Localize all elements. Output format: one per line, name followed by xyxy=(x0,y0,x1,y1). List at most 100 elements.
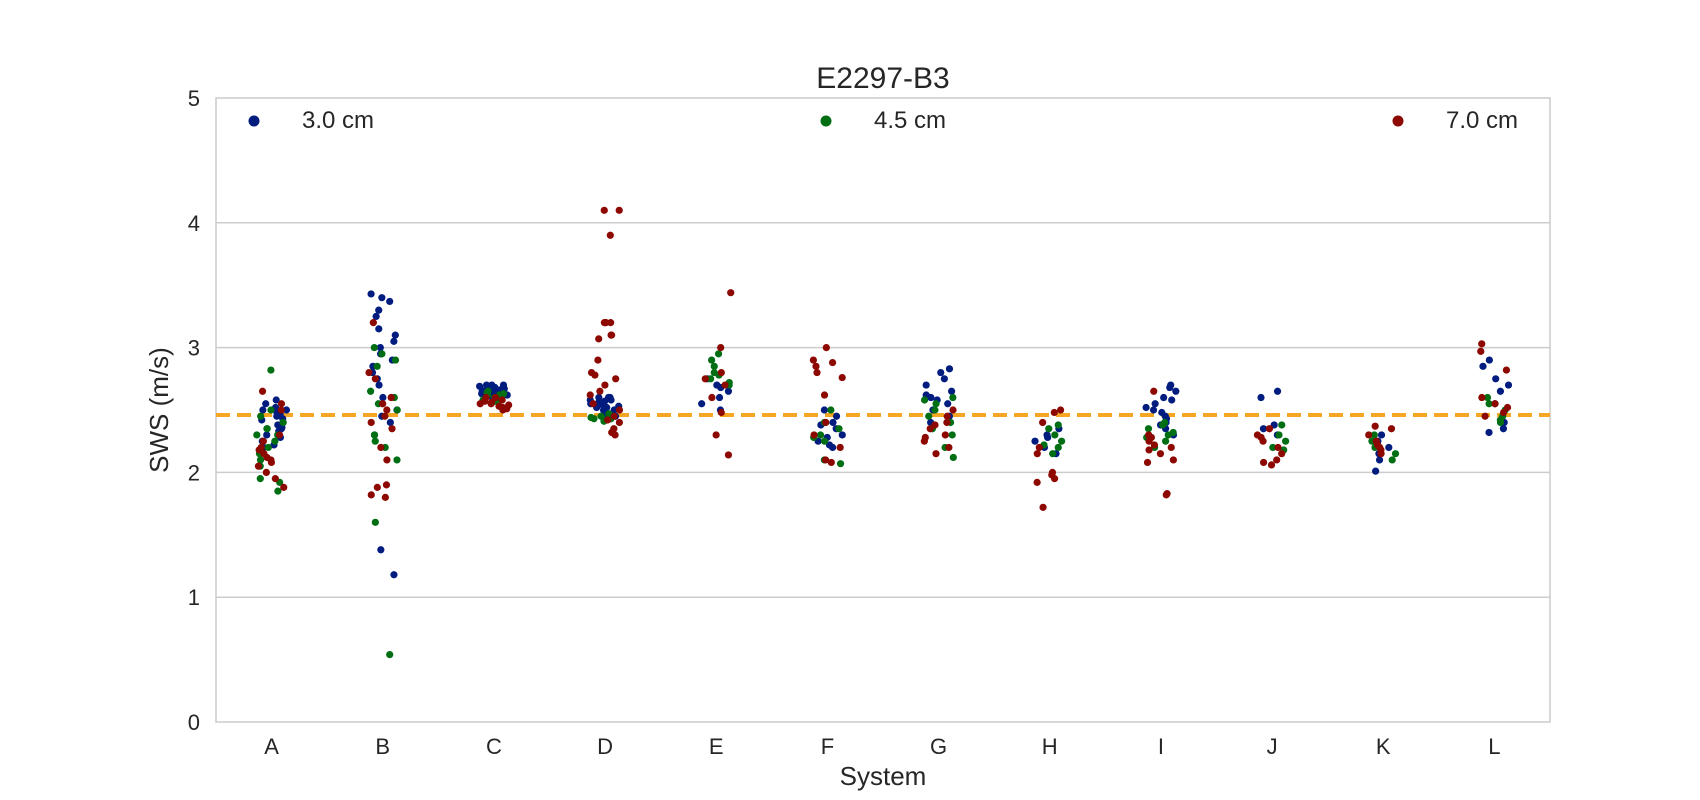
data-point xyxy=(1039,418,1047,427)
data-point xyxy=(604,416,612,424)
data-point xyxy=(1274,443,1282,452)
data-point xyxy=(1388,456,1396,464)
x-tick-label: K xyxy=(1376,734,1391,759)
data-point xyxy=(948,431,956,439)
data-point xyxy=(827,406,835,414)
data-point xyxy=(836,443,844,452)
data-point xyxy=(275,431,284,439)
data-point xyxy=(707,375,715,383)
data-point xyxy=(382,481,391,489)
data-point xyxy=(1278,450,1286,458)
data-point xyxy=(601,319,609,327)
data-point xyxy=(1267,461,1276,469)
x-tick-label: D xyxy=(597,734,613,759)
legend-marker xyxy=(248,115,260,127)
data-point xyxy=(377,546,385,554)
data-point xyxy=(600,206,608,214)
x-tick-label: J xyxy=(1267,734,1278,759)
data-point xyxy=(721,381,729,389)
data-point xyxy=(1282,437,1290,445)
data-point xyxy=(271,475,279,483)
data-point xyxy=(601,381,609,389)
data-point xyxy=(1485,400,1493,408)
x-tick-label: F xyxy=(821,734,834,759)
data-point xyxy=(1483,393,1492,402)
data-point xyxy=(253,431,261,439)
legend-marker xyxy=(820,115,832,127)
data-point xyxy=(386,418,394,427)
data-point xyxy=(820,437,829,445)
data-point xyxy=(606,231,614,239)
x-tick-label: A xyxy=(264,734,279,759)
data-point xyxy=(1478,340,1486,348)
data-point xyxy=(491,393,500,402)
data-points xyxy=(253,206,1513,659)
data-point xyxy=(832,412,841,420)
data-point xyxy=(597,412,605,420)
data-point xyxy=(262,468,270,476)
data-point xyxy=(1150,387,1158,395)
data-point xyxy=(377,443,385,452)
data-point xyxy=(274,487,282,495)
data-point xyxy=(838,373,846,382)
data-point xyxy=(612,375,620,383)
data-point xyxy=(724,451,733,459)
data-point xyxy=(1269,443,1277,452)
data-point xyxy=(1502,366,1511,374)
data-point xyxy=(715,393,724,402)
data-point xyxy=(277,400,286,408)
y-tick-label: 0 xyxy=(188,710,200,735)
data-point xyxy=(1162,437,1170,445)
data-point xyxy=(608,331,616,339)
data-point xyxy=(267,366,275,374)
data-point xyxy=(1039,503,1047,511)
data-point xyxy=(1485,428,1493,437)
data-point xyxy=(1477,347,1485,355)
data-point xyxy=(378,350,386,358)
data-point xyxy=(932,400,940,408)
data-point xyxy=(369,319,377,327)
data-point xyxy=(371,375,379,383)
data-point xyxy=(829,443,837,452)
data-point xyxy=(1044,433,1052,442)
data-point xyxy=(701,375,709,383)
data-point xyxy=(821,456,830,464)
data-point xyxy=(611,431,619,439)
data-point xyxy=(922,381,930,389)
data-point xyxy=(1160,393,1168,402)
data-point xyxy=(378,294,386,302)
x-tick-label: G xyxy=(930,734,947,759)
data-point xyxy=(615,406,624,414)
data-point xyxy=(371,437,379,445)
data-point xyxy=(388,425,396,433)
data-point xyxy=(383,456,391,464)
data-point xyxy=(1049,450,1057,458)
data-point xyxy=(372,312,380,320)
data-point xyxy=(1149,406,1158,414)
data-point xyxy=(1164,431,1172,439)
data-point xyxy=(812,362,820,370)
data-point xyxy=(932,450,940,458)
legend-label: 4.5 cm xyxy=(874,107,946,134)
data-point xyxy=(370,344,378,352)
data-point xyxy=(595,393,603,402)
data-point xyxy=(1387,425,1396,433)
data-point xyxy=(941,431,949,439)
data-point xyxy=(386,651,394,659)
data-point xyxy=(279,418,287,427)
data-point xyxy=(267,406,275,414)
data-point xyxy=(1166,383,1174,392)
data-point xyxy=(809,356,817,364)
data-point xyxy=(1143,458,1152,467)
data-point xyxy=(373,483,381,491)
x-tick-label: L xyxy=(1488,734,1500,759)
data-point xyxy=(393,456,401,464)
data-point xyxy=(503,405,511,413)
data-point xyxy=(712,431,720,439)
data-point xyxy=(258,387,267,395)
data-point xyxy=(271,437,279,445)
y-tick-label: 2 xyxy=(188,460,200,485)
y-tick-labels: 0 1 2 3 4 5 xyxy=(188,86,200,735)
data-point xyxy=(835,425,843,433)
